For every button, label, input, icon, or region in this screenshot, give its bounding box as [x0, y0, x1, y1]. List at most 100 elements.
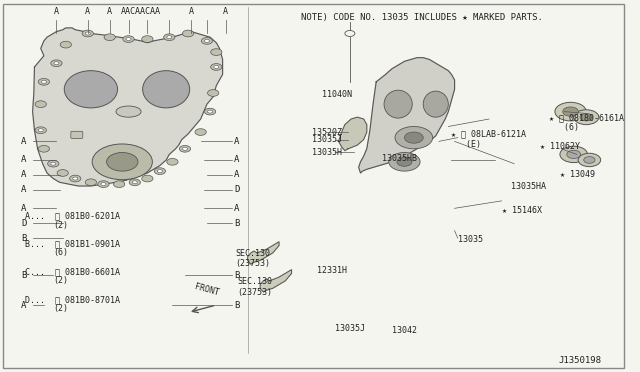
Circle shape	[207, 90, 219, 96]
Circle shape	[60, 41, 72, 48]
Text: 13520Z: 13520Z	[312, 128, 342, 137]
Circle shape	[395, 126, 433, 149]
Text: A: A	[234, 155, 240, 164]
Text: D...  Ⓑ 081B0-8701A: D... Ⓑ 081B0-8701A	[25, 295, 120, 304]
Text: B: B	[21, 271, 26, 280]
Text: A: A	[234, 204, 240, 213]
Circle shape	[129, 179, 140, 186]
Text: D: D	[234, 185, 240, 194]
Circle shape	[388, 153, 420, 171]
Text: A: A	[189, 7, 194, 16]
Text: A: A	[54, 7, 59, 16]
Text: A: A	[234, 170, 240, 179]
Text: A: A	[108, 7, 112, 16]
Circle shape	[126, 38, 131, 41]
FancyBboxPatch shape	[71, 131, 83, 138]
Circle shape	[101, 183, 106, 186]
Text: 13042: 13042	[392, 326, 417, 335]
Circle shape	[167, 36, 172, 39]
Text: A: A	[21, 170, 26, 179]
Ellipse shape	[116, 106, 141, 117]
Text: (6): (6)	[53, 248, 68, 257]
Circle shape	[92, 144, 152, 180]
Polygon shape	[33, 28, 223, 186]
Circle shape	[404, 132, 423, 143]
Text: 13035H: 13035H	[312, 148, 342, 157]
Text: 13035J: 13035J	[335, 324, 365, 333]
Circle shape	[70, 175, 81, 182]
Text: ★ 11062Y: ★ 11062Y	[540, 142, 580, 151]
Circle shape	[182, 147, 188, 150]
Text: ★ Ⓑ 08180-6161A
   (6): ★ Ⓑ 08180-6161A (6)	[548, 113, 623, 132]
Circle shape	[167, 158, 178, 165]
Circle shape	[211, 64, 222, 70]
Circle shape	[573, 110, 599, 125]
Text: A: A	[234, 137, 240, 146]
Ellipse shape	[64, 71, 118, 108]
Text: 13035HB: 13035HB	[383, 154, 417, 163]
Circle shape	[141, 175, 153, 182]
Circle shape	[397, 157, 412, 166]
Text: J1350198: J1350198	[559, 356, 602, 365]
Text: ★ Ⓑ 08LAB-6121A
   (E): ★ Ⓑ 08LAB-6121A (E)	[451, 130, 527, 149]
Text: A: A	[223, 7, 228, 16]
Text: A: A	[21, 137, 26, 146]
Text: A: A	[21, 155, 26, 164]
Circle shape	[38, 145, 49, 152]
Circle shape	[35, 127, 46, 134]
Circle shape	[47, 160, 59, 167]
Text: A: A	[21, 204, 26, 213]
Circle shape	[584, 157, 595, 163]
Circle shape	[154, 168, 166, 174]
Text: B: B	[234, 271, 240, 280]
Text: (2): (2)	[53, 276, 68, 285]
Text: SEC.130
(23753): SEC.130 (23753)	[235, 249, 270, 268]
Text: 13035HA: 13035HA	[511, 182, 546, 190]
Polygon shape	[339, 117, 367, 151]
Circle shape	[141, 36, 153, 42]
Text: FRONT: FRONT	[194, 282, 220, 298]
Polygon shape	[248, 242, 279, 264]
Circle shape	[201, 38, 212, 44]
Circle shape	[107, 153, 138, 171]
Text: AACAACAA: AACAACAA	[121, 7, 161, 16]
Text: 11040N: 11040N	[323, 90, 352, 99]
Circle shape	[73, 177, 77, 180]
Circle shape	[113, 181, 125, 187]
Circle shape	[38, 78, 49, 85]
Circle shape	[51, 162, 56, 165]
Polygon shape	[358, 58, 454, 173]
Circle shape	[38, 129, 44, 132]
Circle shape	[214, 65, 219, 68]
Text: 13035J: 13035J	[312, 135, 342, 144]
Text: A: A	[85, 7, 90, 16]
Text: A: A	[21, 301, 26, 310]
Text: B: B	[234, 219, 240, 228]
Circle shape	[164, 34, 175, 41]
Circle shape	[211, 49, 222, 55]
Circle shape	[195, 129, 206, 135]
Text: ★ 13049: ★ 13049	[560, 170, 595, 179]
Circle shape	[132, 181, 138, 184]
Circle shape	[35, 101, 46, 108]
Circle shape	[204, 39, 209, 42]
Circle shape	[207, 110, 212, 113]
Circle shape	[563, 107, 579, 116]
Text: ★ 15146X: ★ 15146X	[502, 206, 541, 215]
Text: B: B	[234, 301, 240, 310]
Text: (2): (2)	[53, 221, 68, 230]
Ellipse shape	[384, 90, 412, 118]
Circle shape	[123, 36, 134, 42]
Circle shape	[560, 146, 588, 163]
Circle shape	[51, 60, 62, 67]
Text: (2): (2)	[53, 304, 68, 313]
Text: A: A	[21, 185, 26, 194]
Circle shape	[85, 179, 97, 186]
Circle shape	[104, 34, 115, 41]
Circle shape	[85, 32, 90, 35]
Circle shape	[42, 80, 46, 83]
Text: A...  Ⓑ 081B0-6201A: A... Ⓑ 081B0-6201A	[25, 211, 120, 220]
Circle shape	[555, 102, 586, 121]
Polygon shape	[260, 270, 292, 292]
Ellipse shape	[143, 71, 189, 108]
